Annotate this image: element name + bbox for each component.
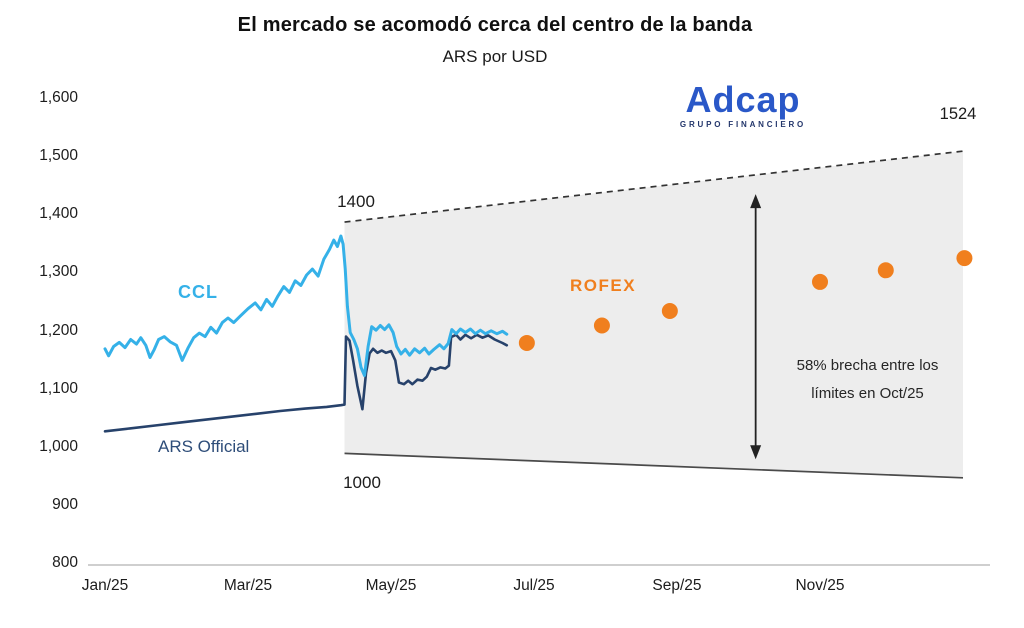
gap-arrow-head-up (750, 194, 762, 209)
ars-official-series-label: ARS Official (158, 437, 250, 456)
x-axis-tick: Jul/25 (513, 577, 555, 594)
x-axis-tick: Jan/25 (81, 577, 129, 594)
y-axis-tick: 1,400 (39, 205, 78, 223)
chart-title: El mercado se acomodó cerca del centro d… (237, 14, 753, 36)
y-axis-tick: 1,500 (39, 147, 78, 165)
band-upper-end-label: 1524 (939, 105, 977, 123)
y-axis-tick: 1,600 (39, 89, 78, 106)
adcap-logo-wordmark: Adcap (685, 79, 801, 120)
ccl-line (103, 234, 509, 377)
y-axis-tick: 1,200 (39, 321, 78, 339)
y-axis-tick: 1,100 (39, 379, 78, 397)
ccl-series-label: CCL (178, 282, 218, 302)
band-lower-limit-line (344, 452, 964, 479)
rofex-dot (956, 250, 973, 267)
band-area (344, 151, 963, 478)
band-gap-annotation: 58% brecha entre los límites en Oct/25 (765, 352, 970, 408)
x-axis-tick: Sep/25 (652, 577, 702, 594)
rofex-dot (812, 273, 828, 290)
x-axis-tick: May/25 (365, 577, 417, 594)
y-axis-tick: 900 (52, 495, 78, 513)
band-gap-annotation-line1: 58% brecha entre los (796, 357, 939, 374)
rofex-dot (877, 262, 894, 279)
gap-arrow-head-down (750, 445, 762, 460)
rofex-dot (661, 302, 678, 319)
adcap-logo-tagline: GRUPO FINANCIERO (679, 120, 807, 129)
rofex-series-label: ROFEX (570, 276, 637, 295)
x-axis-tick: Mar/25 (223, 577, 273, 594)
y-axis-tick: 1,300 (39, 263, 78, 281)
band-gap-annotation-line2: límites en Oct/25 (811, 384, 924, 402)
band-lower-start-label: 1000 (343, 473, 381, 492)
band-upper-start-label: 1400 (337, 192, 375, 211)
ars-official-line (103, 333, 509, 433)
adcap-logo: Adcap GRUPO FINANCIERO (668, 82, 818, 129)
rofex-dot (518, 334, 535, 351)
band-upper-limit-line (344, 150, 964, 223)
chart-subtitle: ARS por USD (442, 47, 548, 66)
x-axis-tick: Nov/25 (795, 577, 845, 594)
y-axis-tick: 1,000 (39, 437, 78, 455)
rofex-dot (593, 317, 610, 334)
y-axis-tick: 800 (52, 554, 78, 571)
